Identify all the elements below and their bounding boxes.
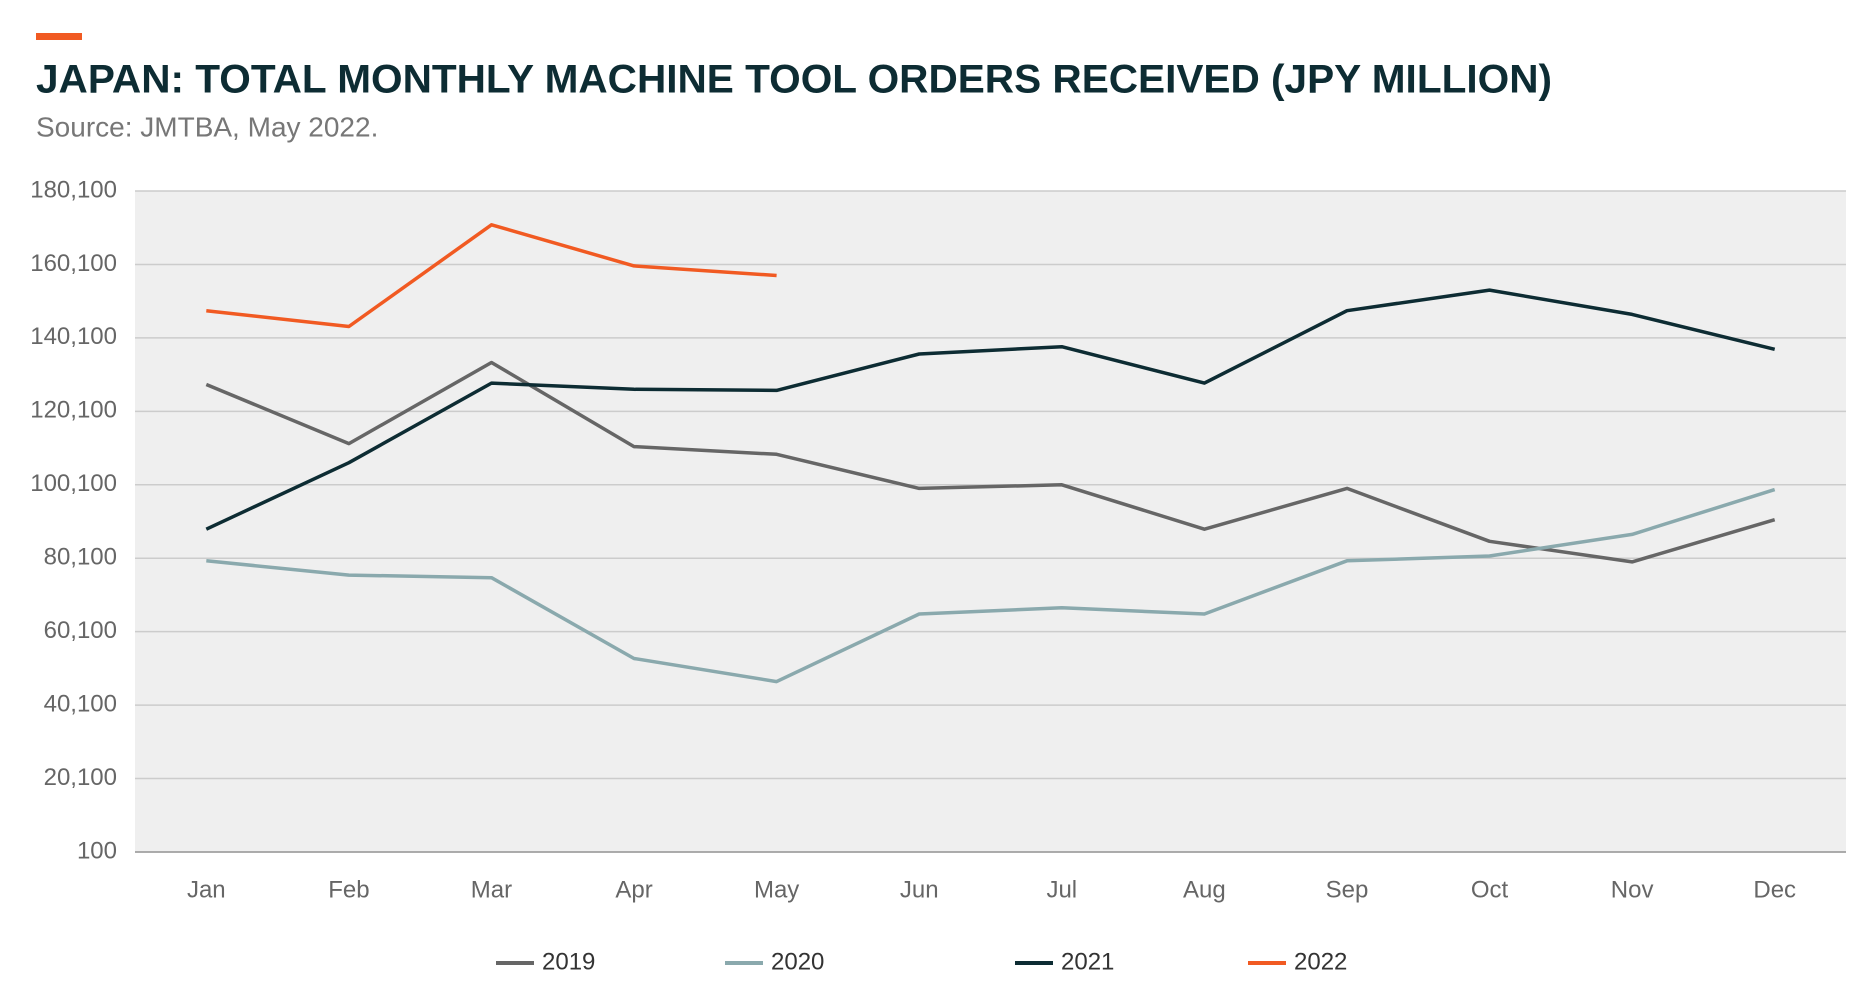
x-tick-label: Nov xyxy=(1611,876,1654,903)
y-tick-label: 100 xyxy=(77,837,117,864)
legend-label: 2022 xyxy=(1294,948,1347,975)
x-tick-label: Dec xyxy=(1753,876,1796,903)
accent-bar xyxy=(36,33,82,40)
y-tick-label: 40,100 xyxy=(44,690,117,717)
y-tick-label: 160,100 xyxy=(30,250,117,277)
y-tick-label: 100,100 xyxy=(30,470,117,497)
x-tick-label: Jul xyxy=(1046,876,1077,903)
legend-label: 2020 xyxy=(771,948,824,975)
y-tick-label: 60,100 xyxy=(44,617,117,644)
series-line xyxy=(206,487,1776,684)
series-line xyxy=(205,288,1776,531)
x-tick-label: Mar xyxy=(471,876,512,903)
legend-label: 2021 xyxy=(1061,948,1114,975)
x-tick-label: Aug xyxy=(1183,876,1226,903)
chart-subtitle: Source: JMTBA, May 2022. xyxy=(36,111,378,142)
x-tick-label: Apr xyxy=(615,876,652,903)
y-tick-label: 80,100 xyxy=(44,544,117,571)
series-line xyxy=(206,223,777,329)
y-tick-label: 20,100 xyxy=(44,764,117,791)
plot-area xyxy=(135,191,1846,852)
y-tick-label: 140,100 xyxy=(30,323,117,350)
x-tick-label: Jan xyxy=(187,876,226,903)
y-tick-label: 180,100 xyxy=(30,176,117,203)
y-tick-label: 120,100 xyxy=(30,397,117,424)
x-tick-label: Feb xyxy=(328,876,369,903)
x-tick-label: May xyxy=(754,876,799,903)
x-tick-label: Jun xyxy=(900,876,939,903)
chart-title: JAPAN: TOTAL MONTHLY MACHINE TOOL ORDERS… xyxy=(36,58,1552,102)
series-line xyxy=(205,360,1776,564)
x-tick-label: Sep xyxy=(1326,876,1369,903)
x-tick-label: Oct xyxy=(1471,876,1509,903)
legend-label: 2019 xyxy=(542,948,595,975)
